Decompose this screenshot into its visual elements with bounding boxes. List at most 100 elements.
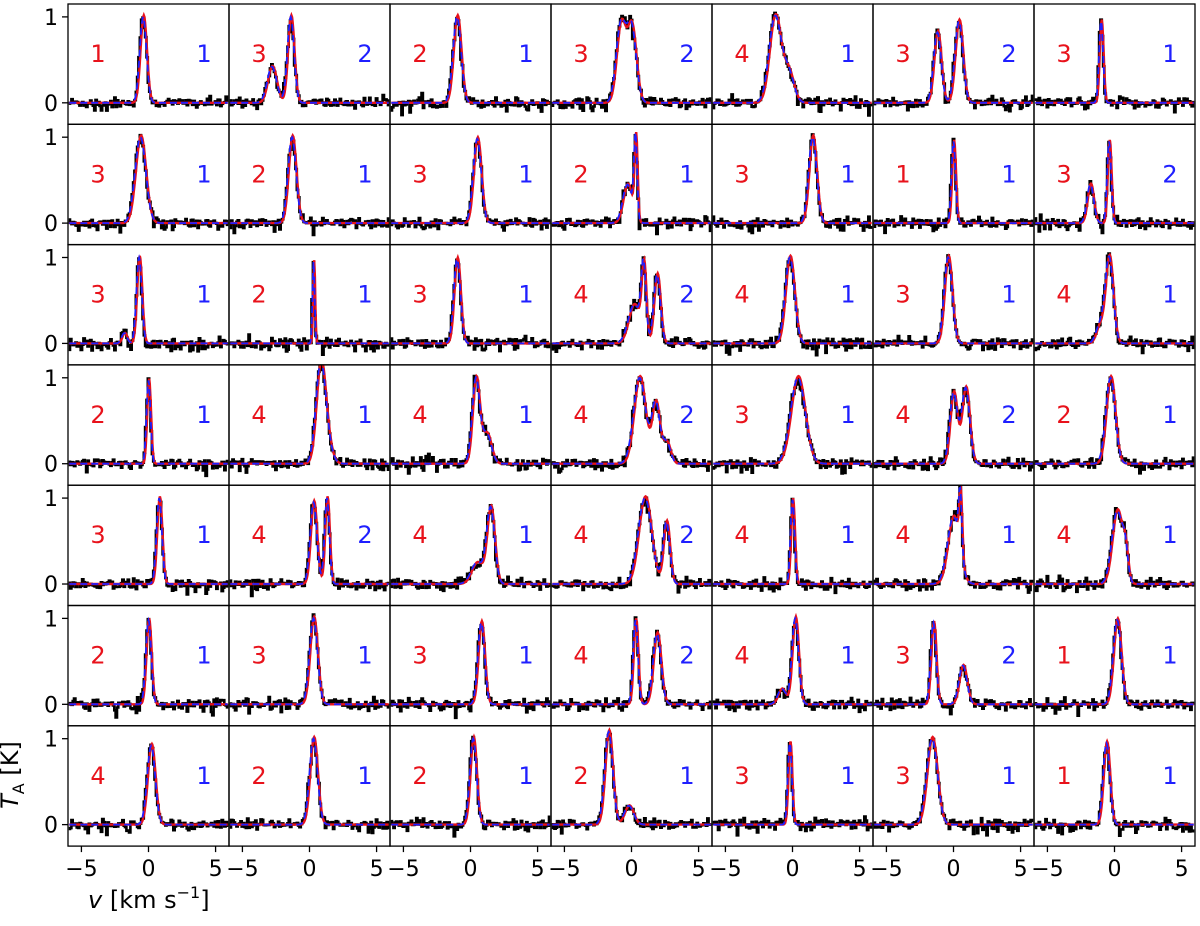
right-count-label: 2 (679, 281, 694, 309)
left-count-label: 2 (573, 160, 588, 188)
left-count-label: 3 (734, 401, 749, 429)
y-tick-label: 1 (44, 126, 58, 151)
fit-model-curve (391, 375, 550, 465)
y-tick-label: 0 (44, 212, 58, 237)
fit-model-curve (230, 135, 389, 224)
fit-model-curve (874, 486, 1033, 585)
left-count-label: 2 (1056, 401, 1071, 429)
x-tick-label: 0 (947, 857, 961, 882)
y-tick-label: 1 (44, 487, 58, 512)
right-count-label: 1 (1001, 521, 1016, 549)
x-label-unit-close: ] (200, 886, 209, 914)
fit-model-curve (1035, 254, 1194, 345)
left-count-label: 4 (251, 521, 266, 549)
x-tick-label: 0 (142, 857, 156, 882)
fit-model-curve (874, 619, 1033, 706)
fit-model-curve (230, 497, 389, 585)
left-count-label: 3 (895, 281, 910, 309)
y-tick-label: 1 (44, 367, 58, 392)
right-count-label: 2 (679, 642, 694, 670)
y-tick-label: 1 (44, 6, 58, 31)
fit-model-curve (552, 497, 711, 585)
panels-layer: 1 1 3 2 2 1 3 2 4 1 3 2 3 13 1 2 1 3 1 2 1 3 1 1 1 3 23 1 2 1 3 1 4 2 4 1 3 1… (67, 3, 1196, 847)
right-count-label: 1 (1162, 521, 1177, 549)
left-count-label: 2 (573, 762, 588, 790)
y-tick-label: 1 (44, 607, 58, 632)
x-tick-label: 0 (464, 857, 478, 882)
fit-model-curve (713, 135, 872, 224)
x-tick-label: 5 (1175, 857, 1189, 882)
left-count-label: 3 (734, 762, 749, 790)
x-tick-label: −5 (387, 857, 419, 882)
right-count-label: 2 (679, 401, 694, 429)
left-count-label: 4 (412, 401, 427, 429)
right-count-label: 1 (357, 160, 372, 188)
right-count-label: 1 (518, 160, 533, 188)
right-count-label: 1 (518, 40, 533, 68)
fit-model-curve (552, 619, 711, 706)
observed-spectrum (873, 485, 1034, 594)
x-tick-label: −5 (870, 857, 902, 882)
right-count-label: 2 (679, 40, 694, 68)
fit-model-curve (713, 615, 872, 706)
right-count-label: 1 (840, 762, 855, 790)
left-count-label: 4 (734, 40, 749, 68)
fit-model-curve (1035, 618, 1194, 706)
fit-model-curve (230, 14, 389, 104)
left-count-label: 4 (734, 642, 749, 670)
y-label-symbol: T (0, 792, 24, 809)
right-count-label: 1 (196, 642, 211, 670)
y-tick-label: 0 (44, 92, 58, 117)
x-label-unit-open: [km s (102, 886, 176, 914)
y-axis-label: TA [K] (0, 741, 28, 809)
y-tick-label: 1 (44, 728, 58, 753)
left-count-label: 4 (573, 401, 588, 429)
left-count-label: 4 (734, 281, 749, 309)
x-tick-label: 0 (303, 857, 317, 882)
right-count-label: 1 (840, 40, 855, 68)
x-tick-label: −5 (65, 857, 97, 882)
right-count-label: 1 (196, 521, 211, 549)
right-count-label: 1 (357, 281, 372, 309)
x-tick-label: 5 (370, 857, 384, 882)
right-count-label: 2 (1001, 401, 1016, 429)
x-tick-label: −5 (709, 857, 741, 882)
right-count-label: 1 (196, 401, 211, 429)
right-count-label: 2 (1001, 642, 1016, 670)
left-count-label: 4 (573, 642, 588, 670)
fit-model-curve (552, 132, 711, 224)
x-label-exponent: −1 (177, 883, 201, 902)
fit-model-curve (874, 386, 1033, 465)
left-count-label: 1 (1056, 642, 1071, 670)
left-count-label: 3 (251, 642, 266, 670)
fit-model-curve (874, 19, 1033, 104)
x-tick-label: 0 (1108, 857, 1122, 882)
left-count-label: 3 (90, 521, 105, 549)
left-count-label: 2 (251, 160, 266, 188)
right-count-label: 1 (679, 762, 694, 790)
fit-model-curve (1035, 740, 1194, 826)
right-count-label: 1 (518, 642, 533, 670)
fit-model-curve (391, 620, 550, 706)
left-count-label: 3 (895, 642, 910, 670)
fit-model-curve (874, 737, 1033, 826)
left-count-label: 1 (1056, 762, 1071, 790)
right-count-label: 1 (357, 401, 372, 429)
fit-model-curve (69, 743, 228, 826)
fit-model-curve (69, 254, 228, 345)
